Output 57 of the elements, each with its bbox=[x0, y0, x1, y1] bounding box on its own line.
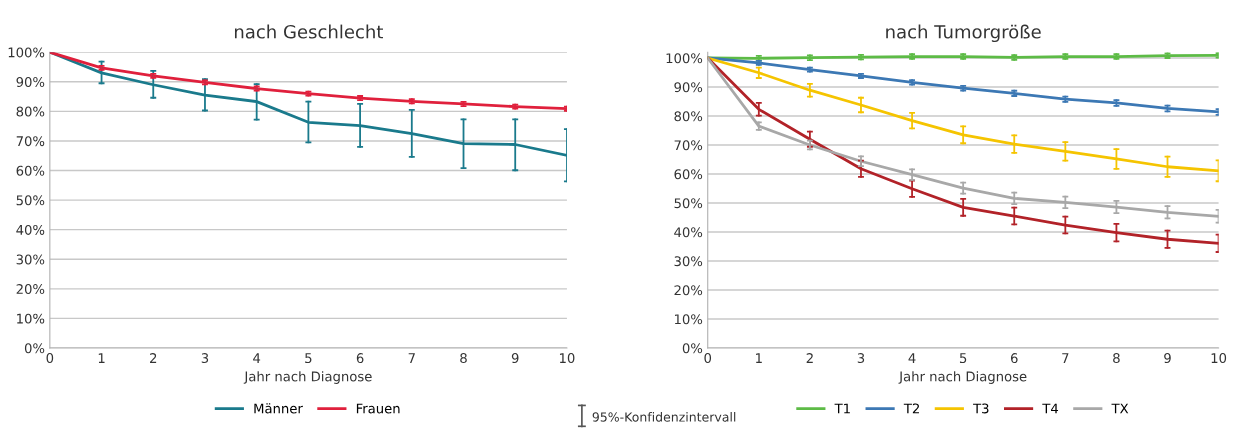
legend-label: Männer bbox=[254, 403, 303, 414]
y-tick-label: 20% bbox=[674, 285, 703, 296]
y-tick-label: 90% bbox=[16, 77, 45, 87]
x-tick-label: 1 bbox=[98, 353, 105, 363]
text: 95%-Konfidenzintervall bbox=[592, 412, 736, 422]
x-tick-label: 5 bbox=[959, 353, 967, 364]
y-tick-label: 0% bbox=[682, 343, 703, 354]
legend-label: T4 bbox=[1042, 403, 1059, 414]
x-axis-title: Jahr nach Diagnose bbox=[898, 371, 1027, 384]
y-tick-label: 30% bbox=[16, 254, 45, 265]
x-tick-label: 9 bbox=[1164, 353, 1171, 364]
x-tick-label: 9 bbox=[511, 353, 519, 364]
y-tick-label: 60% bbox=[16, 165, 45, 176]
y-tick-label: 100% bbox=[8, 47, 45, 58]
x-tick-label: 5 bbox=[305, 353, 312, 364]
x-tick-label: 2 bbox=[806, 353, 813, 363]
x-tick-label: 0 bbox=[704, 353, 712, 364]
legend-label: T2 bbox=[903, 403, 919, 414]
x-tick-label: 8 bbox=[1113, 353, 1120, 364]
x-axis-title: Jahr nach Diagnose bbox=[243, 371, 372, 384]
chart-title: nach Geschlecht bbox=[234, 24, 383, 39]
legend-label: TX bbox=[1111, 403, 1129, 414]
y-tick-label: 0% bbox=[24, 343, 45, 354]
x-tick-label: 7 bbox=[408, 353, 415, 363]
x-tick-label: 4 bbox=[253, 353, 261, 363]
x-tick-label: 7 bbox=[1062, 353, 1069, 363]
y-tick-label: 70% bbox=[674, 140, 703, 151]
line-series bbox=[707, 56, 1219, 173]
x-tick-label: 3 bbox=[201, 353, 209, 364]
x-tick-label: 2 bbox=[150, 353, 157, 363]
y-tick-label: 50% bbox=[16, 195, 45, 206]
x-tick-label: 10 bbox=[559, 353, 575, 364]
y-tick-label: 90% bbox=[674, 82, 703, 93]
x-tick-label: 4 bbox=[908, 353, 916, 363]
legend-label: Frauen bbox=[356, 403, 400, 414]
y-tick-label: 30% bbox=[674, 256, 703, 267]
y-tick-label: 70% bbox=[16, 136, 45, 147]
y-tick-label: 20% bbox=[16, 284, 45, 295]
y-tick-label: 40% bbox=[16, 224, 45, 235]
y-tick-label: 60% bbox=[674, 169, 703, 180]
x-tick-label: 6 bbox=[1010, 353, 1018, 364]
x-tick-label: 6 bbox=[356, 353, 364, 364]
x-tick-label: 10 bbox=[1211, 353, 1227, 364]
legend-label: T1 bbox=[834, 403, 850, 414]
x-tick-label: 1 bbox=[756, 353, 762, 363]
y-tick-label: 10% bbox=[674, 314, 703, 325]
x-tick-label: 3 bbox=[857, 353, 865, 364]
y-tick-label: 80% bbox=[674, 111, 703, 122]
x-tick-label: 0 bbox=[46, 353, 54, 364]
legend-label: T3 bbox=[973, 403, 989, 414]
chart-title: nach Tumorgröße bbox=[886, 24, 1041, 43]
y-tick-label: 10% bbox=[17, 313, 45, 324]
y-tick-label: 40% bbox=[674, 227, 703, 238]
y-tick-label: 80% bbox=[16, 106, 45, 117]
x-tick-label: 8 bbox=[460, 353, 467, 364]
y-tick-label: 50% bbox=[674, 198, 703, 209]
y-tick-label: 100% bbox=[666, 53, 703, 64]
